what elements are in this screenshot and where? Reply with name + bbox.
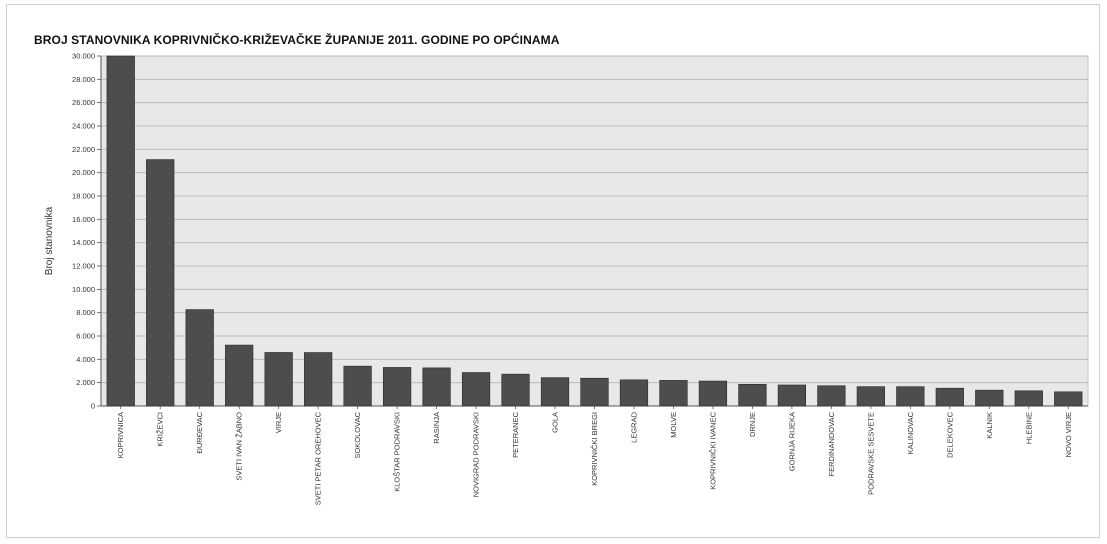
bar (935, 387, 964, 407)
x-tick-label: PETERANEC (511, 411, 520, 457)
x-tick-label: LEGRAD (629, 411, 638, 442)
bar (698, 380, 728, 407)
y-tick-label: 22.000 (72, 145, 95, 154)
bar (422, 367, 451, 407)
x-tick-label: MOLVE (669, 412, 678, 438)
x-tick-label: VIRJE (274, 412, 283, 433)
x-tick-label: KALNIK (985, 412, 994, 439)
x-tick-label: GORNJA RIJEKA (787, 412, 796, 471)
bar (1054, 391, 1083, 407)
x-tick-label: DELEKOVEC (945, 411, 954, 457)
x-tick-label: KRIŽEVCI (156, 412, 165, 447)
y-tick-label: 6.000 (76, 332, 95, 341)
x-tick-label: FERDINANDOVAC (827, 411, 836, 476)
x-tick-label: ĐURĐEVAC (195, 411, 204, 453)
bar (185, 309, 214, 407)
bar (975, 389, 1004, 407)
bar (659, 380, 688, 407)
y-tick-label: 12.000 (72, 262, 95, 271)
x-tick-label: SVETI IVAN ŽABNO (235, 412, 244, 481)
y-tick-label: 14.000 (72, 238, 95, 247)
x-tick-label: KALINOVAC (906, 411, 915, 454)
x-tick-label: NOVIGRAD PODRAVSKI (472, 412, 481, 497)
bar (146, 159, 175, 407)
y-axis-label: Broj stanovnika (44, 206, 55, 275)
y-tick-label: 4.000 (76, 355, 95, 364)
y-tick-label: 24.000 (72, 122, 95, 131)
bar (777, 384, 807, 407)
x-tick-label: NOVO VIRJE (1064, 412, 1073, 457)
x-tick-label: RASINJA (432, 412, 441, 444)
x-tick-label: KOPRIVNIČKI IVANEC (708, 411, 717, 489)
x-tick-label: SOKOLOVAC (353, 411, 362, 458)
y-tick-label: 20.000 (72, 168, 95, 177)
bar (738, 383, 767, 407)
bar (540, 377, 570, 407)
y-tick-label: 28.000 (72, 75, 95, 84)
bar (501, 373, 530, 407)
bar (461, 372, 491, 407)
x-tick-label: KOPRIVNIČKI BREGI (590, 412, 599, 486)
x-tick-label: GOLA (551, 412, 560, 433)
x-tick-label: HLEBINE (1024, 412, 1033, 444)
x-tick-label: DRNJE (748, 412, 757, 437)
bar (264, 352, 293, 407)
bar (106, 55, 135, 407)
bar (1014, 390, 1043, 407)
x-tick-label: SVETI PETAR OREHOVEC (314, 411, 323, 505)
y-tick-label: 26.000 (72, 98, 95, 107)
bar (382, 367, 412, 407)
x-tick-label: PODRAVSKE SESVETE (866, 412, 875, 495)
bar (343, 365, 372, 407)
y-tick-label: 16.000 (72, 215, 95, 224)
x-tick-label: KLOŠTAR PODRAVSKI (393, 412, 402, 492)
bar (580, 377, 609, 407)
bar (896, 386, 925, 407)
x-tick-label: KOPRIVNICA (116, 412, 125, 458)
plot-area (100, 55, 1089, 407)
bar (225, 344, 254, 407)
y-tick-label: 8.000 (76, 308, 95, 317)
bar (619, 379, 649, 407)
chart-title: BROJ STANOVNIKA KOPRIVNIČKO-KRIŽEVAČKE Ž… (34, 33, 560, 47)
y-tick-label: 18.000 (72, 192, 95, 201)
y-tick-label: 30.000 (72, 52, 95, 61)
y-tick-label: 10.000 (72, 285, 95, 294)
bar (304, 352, 333, 407)
bar (856, 386, 885, 407)
y-tick-label: 0 (91, 402, 95, 411)
bar (817, 385, 846, 407)
y-tick-label: 2.000 (76, 378, 95, 387)
